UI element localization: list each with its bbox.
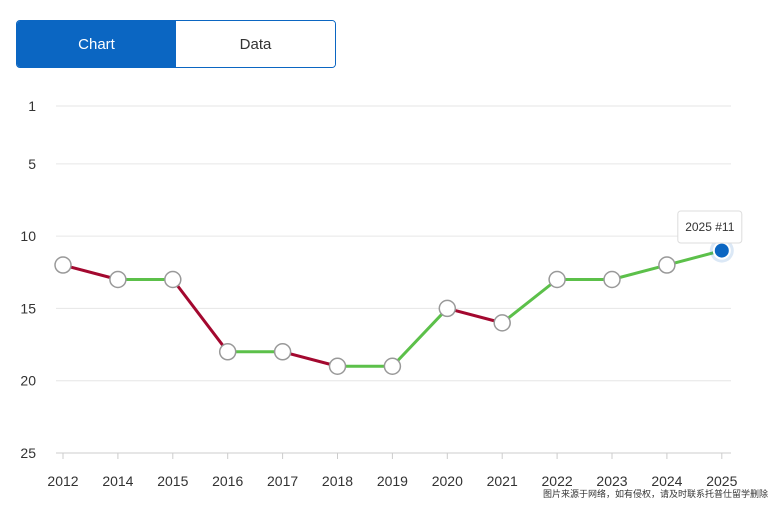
data-point[interactable] [164,270,182,289]
series-segment [281,350,339,368]
y-tick-label: 25 [20,445,36,461]
x-tick-label: 2022 [542,473,573,489]
data-point[interactable] [54,256,72,274]
view-toggle: Chart Data [16,20,336,68]
series-segment [61,263,120,281]
y-tick-label: 20 [20,373,36,389]
x-tick-label: 2014 [102,473,133,489]
series-segment [445,306,504,325]
data-point[interactable] [383,357,402,375]
data-point[interactable] [493,314,511,332]
data-point[interactable] [328,357,347,375]
x-tick-label: 2018 [322,473,353,489]
data-point[interactable] [109,270,127,289]
series-segment [500,278,559,325]
data-point[interactable] [438,299,457,318]
x-tick-label: 2025 [706,473,737,489]
x-tick-label: 2016 [212,473,243,489]
tooltip-text: 2025 #11 [685,220,734,234]
data-point[interactable] [603,270,621,289]
x-tick-label: 2017 [267,473,298,489]
tab-data[interactable]: Data [176,21,335,67]
tab-chart[interactable]: Chart [17,21,176,67]
data-point[interactable] [218,343,237,361]
x-tick-label: 2024 [651,473,682,489]
data-point-active[interactable] [712,241,731,260]
data-point[interactable] [273,343,292,361]
x-tick-label: 2015 [157,473,188,489]
x-tick-label: 2020 [432,473,463,489]
y-tick-label: 10 [20,228,36,244]
series-segment [171,278,230,354]
y-tick-label: 5 [28,156,36,172]
x-tick-label: 2012 [47,473,78,489]
x-tick-label: 2023 [596,473,627,489]
y-tick-label: 15 [20,300,36,316]
watermark-text: 图片来源于网络，如有侵权，请及时联系托普仕留学删除 [542,490,768,500]
data-point[interactable] [658,256,676,274]
series-segment [610,263,669,281]
series-segment [665,249,724,267]
series-segment [390,306,449,368]
x-tick-label: 2021 [487,473,518,489]
data-point[interactable] [548,270,566,289]
x-tick-label: 2019 [377,473,408,489]
y-tick-label: 1 [28,98,36,114]
tooltip-box [677,210,743,244]
